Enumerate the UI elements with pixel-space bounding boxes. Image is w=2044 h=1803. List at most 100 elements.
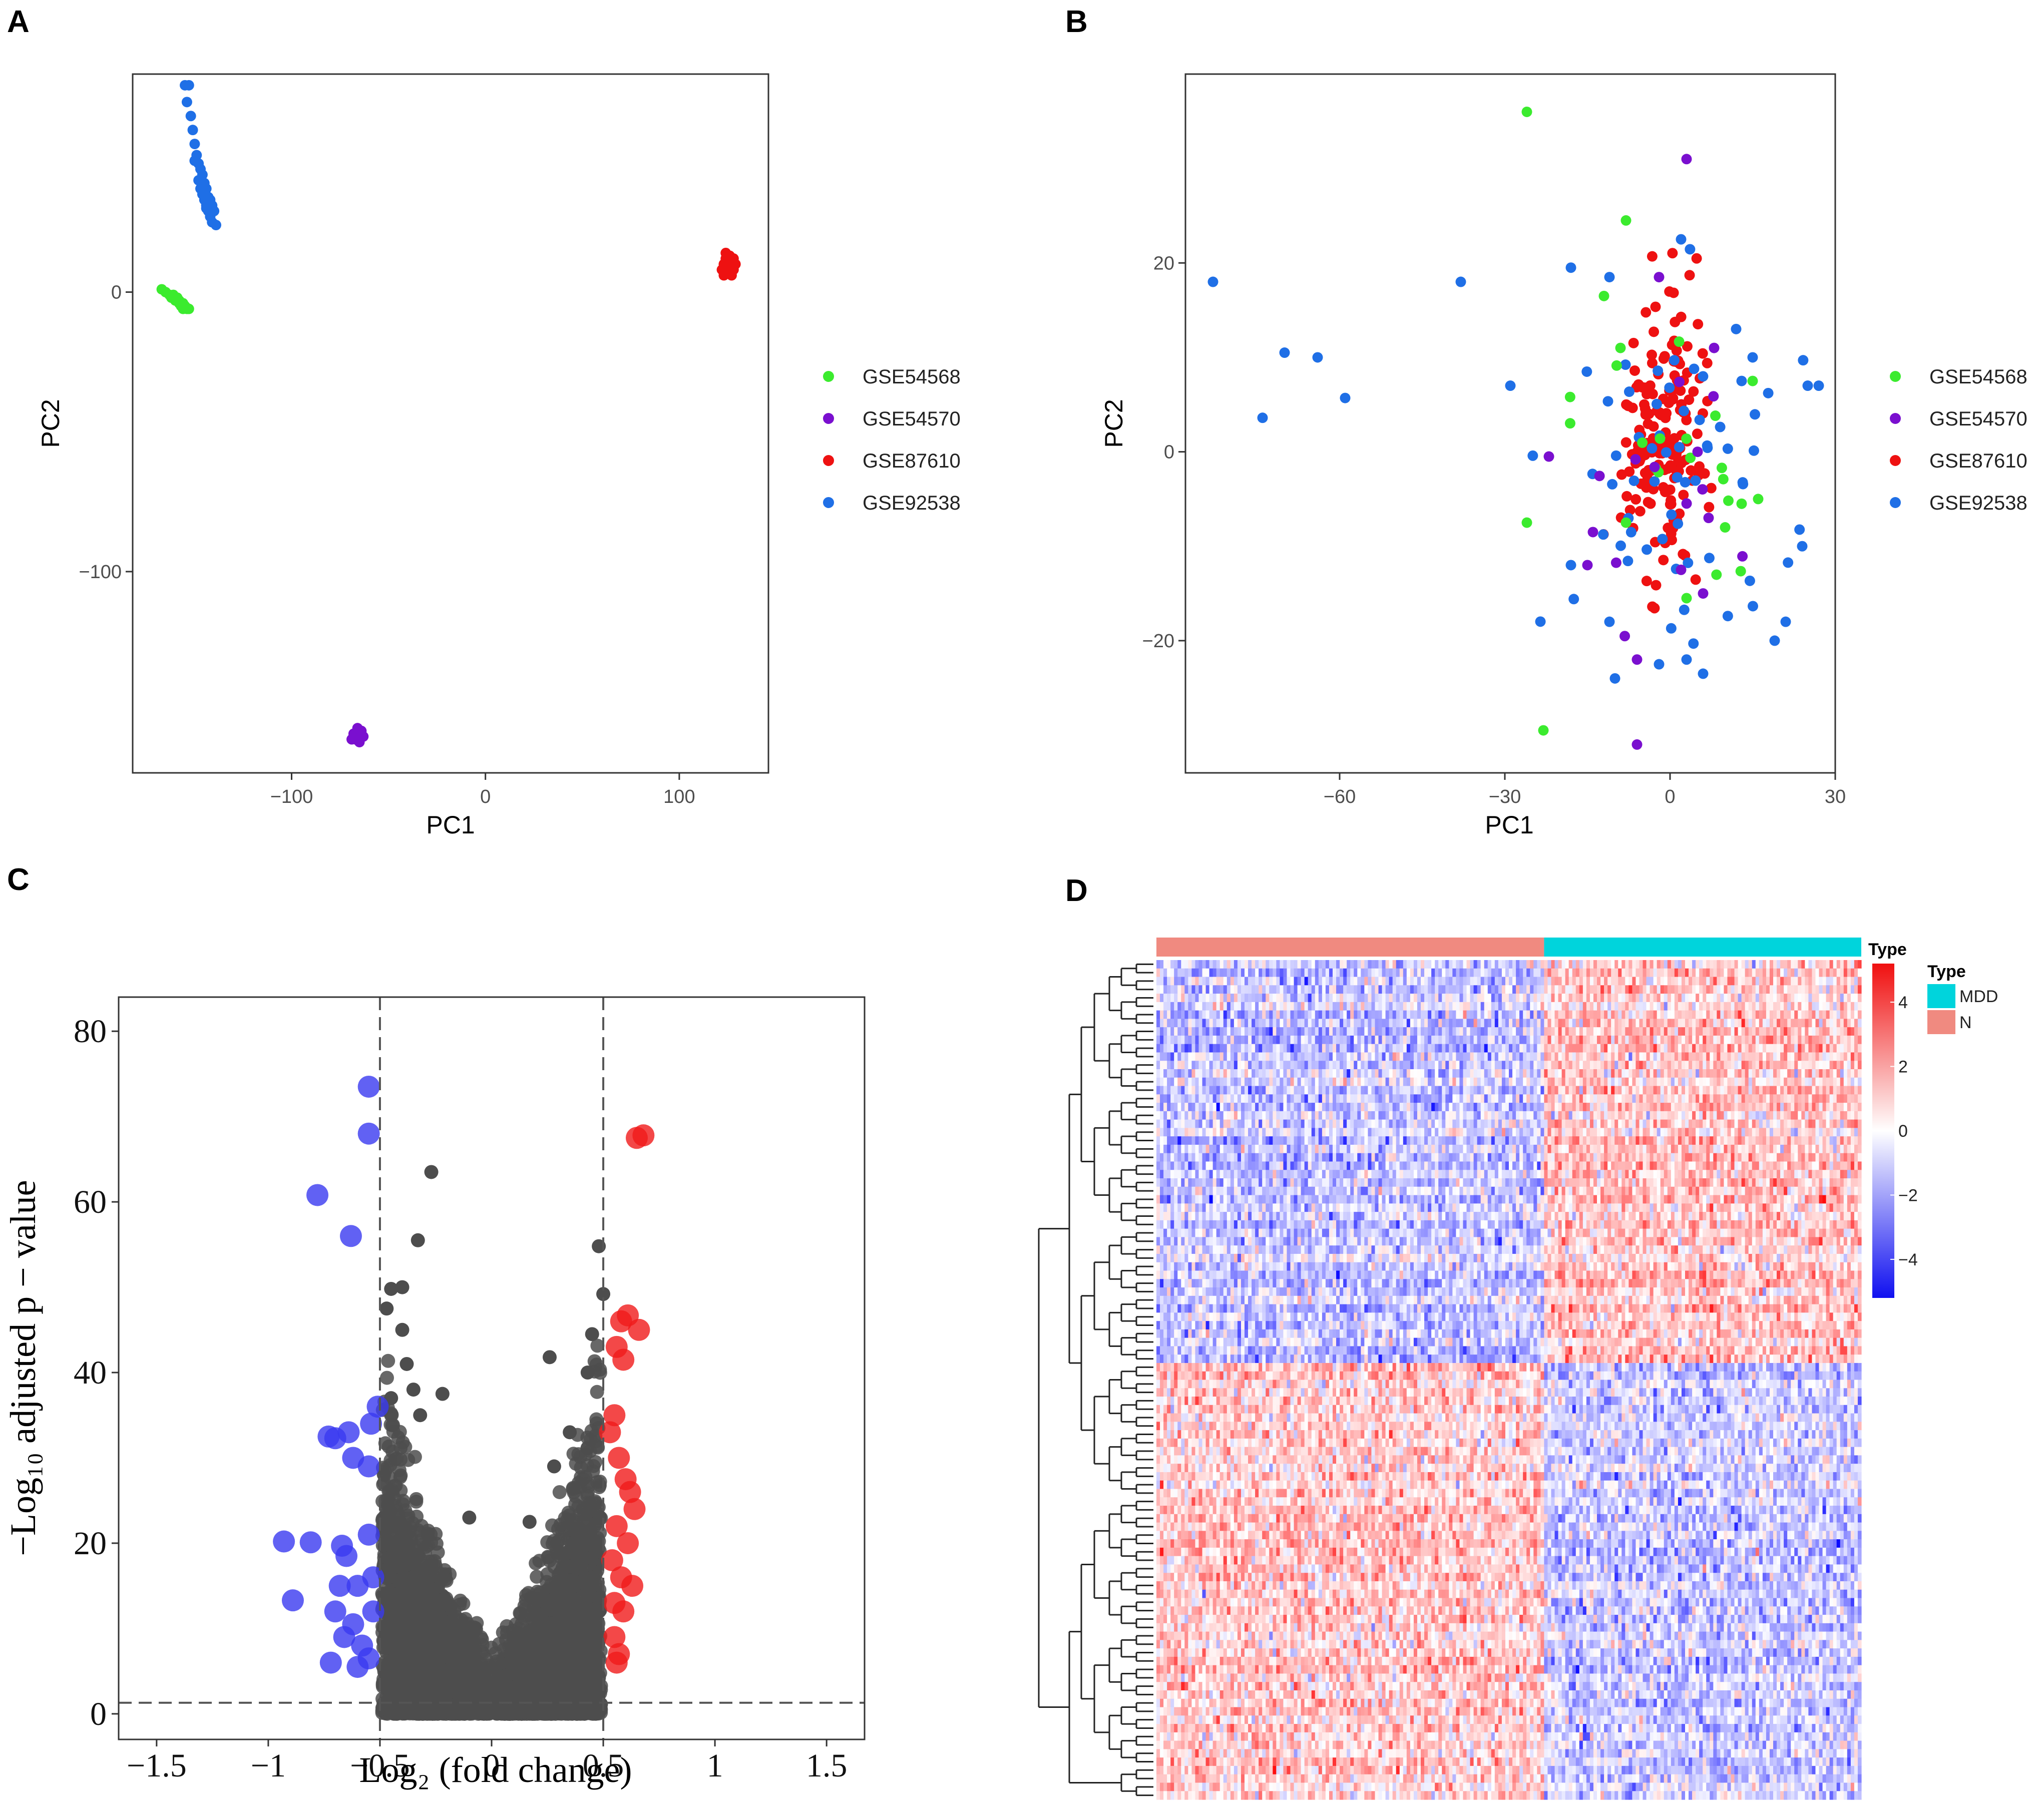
scatter-point (1582, 560, 1593, 570)
scatter-point (1718, 474, 1729, 485)
scatter-point (1803, 380, 1813, 391)
scatter-point (352, 723, 363, 733)
scatter-point (1654, 272, 1665, 282)
scatter-point (1280, 347, 1290, 358)
scatter-point (1676, 458, 1687, 468)
legend-marker (823, 371, 834, 382)
scatter-point (1626, 527, 1637, 538)
scatter-point (1750, 409, 1760, 419)
scatter-point (1619, 631, 1630, 641)
legend-label: GSE87610 (1929, 450, 2027, 472)
scatter-point (346, 734, 357, 744)
scatter-point (1660, 412, 1671, 423)
scatter-point (1624, 386, 1634, 397)
scatter-point (1666, 495, 1676, 506)
scatter-point (1658, 555, 1669, 565)
scatter-point (189, 156, 200, 166)
scatter-point (1781, 617, 1791, 627)
scatter-point (1652, 399, 1662, 409)
scatter-point (1505, 380, 1516, 391)
legend-marker (1890, 371, 1901, 382)
legend-marker (1890, 413, 1901, 424)
scatter-point (1628, 338, 1639, 348)
legend-label: GSE54570 (1929, 408, 2027, 430)
scatter-point (1604, 617, 1615, 627)
scatter-point (1666, 529, 1677, 539)
scatter-point (1649, 476, 1660, 487)
legend-label: GSE92538 (863, 492, 961, 514)
scatter-point (1602, 396, 1613, 406)
legend-marker (823, 455, 834, 466)
scatter-point (1704, 513, 1714, 523)
scatter-point (1667, 248, 1678, 258)
scatter-point (1632, 739, 1643, 750)
scatter-point (1676, 234, 1687, 245)
volcano-ns-point (553, 1485, 567, 1499)
y-tick-label: 20 (1153, 253, 1174, 274)
scatter-point (1657, 534, 1668, 544)
scatter-point (1738, 479, 1748, 490)
scatter-point (1208, 277, 1218, 287)
scatter-point (1731, 324, 1742, 334)
scatter-point (1673, 519, 1683, 529)
scatter-point (211, 220, 221, 230)
scatter-point (1749, 445, 1759, 456)
scatter-point (1753, 494, 1764, 504)
legend-label: GSE87610 (863, 450, 961, 472)
scatter-point (1814, 380, 1824, 391)
scatter-point (1624, 467, 1634, 477)
scatter-point (1661, 447, 1672, 458)
scatter-point (1717, 463, 1727, 473)
scatter-point (1620, 359, 1631, 370)
y-tick-label: 0 (111, 282, 122, 303)
scatter-point (1665, 460, 1676, 471)
scatter-point (1693, 446, 1703, 457)
scatter-point (1723, 496, 1734, 506)
scatter-point (184, 80, 194, 91)
scatter-point (1621, 437, 1631, 447)
panel-a-ylabel: PC2 (37, 399, 65, 447)
scatter-point (1566, 560, 1576, 570)
panel-b-ylabel: PC2 (1100, 399, 1128, 447)
scatter-point (1674, 336, 1685, 347)
scatter-point (1647, 443, 1657, 454)
scatter-point (1621, 518, 1631, 528)
scatter-point (1710, 410, 1721, 421)
scatter-point (1611, 450, 1621, 461)
scatter-point (178, 304, 188, 314)
scatter-point (1682, 593, 1692, 604)
scatter-point (1621, 491, 1632, 502)
scatter-point (1664, 382, 1675, 393)
scatter-point (1674, 377, 1685, 387)
scatter-point (1723, 443, 1733, 454)
scatter-point (1698, 371, 1708, 381)
scatter-point (1654, 659, 1665, 670)
scatter-point (1798, 355, 1808, 365)
scatter-point (1669, 355, 1680, 365)
scatter-point (1736, 566, 1746, 577)
scatter-point (1688, 638, 1699, 649)
scatter-point (1632, 654, 1643, 665)
scatter-point (1770, 635, 1780, 646)
scatter-point (1456, 277, 1466, 287)
scatter-point (1783, 557, 1793, 568)
scatter-point (1655, 433, 1665, 444)
scatter-point (1669, 433, 1680, 443)
scatter-point (717, 264, 727, 275)
legend-marker (1890, 455, 1901, 466)
scatter-point (1676, 312, 1687, 322)
legend-label: GSE54568 (1929, 366, 2027, 388)
legend-label: GSE54570 (863, 408, 961, 430)
x-tick-label: 0 (1665, 786, 1675, 807)
scatter-point (1611, 558, 1621, 568)
x-tick-label: 100 (663, 786, 695, 807)
scatter-point (1535, 616, 1546, 627)
scatter-point (1698, 348, 1708, 359)
scatter-point (1650, 462, 1660, 472)
scatter-point (1647, 601, 1658, 612)
scatter-point (1674, 442, 1685, 453)
scatter-point (1340, 393, 1351, 403)
scatter-point (1697, 484, 1708, 495)
scatter-point (1682, 654, 1692, 665)
panel-letter-c: C (7, 862, 30, 897)
